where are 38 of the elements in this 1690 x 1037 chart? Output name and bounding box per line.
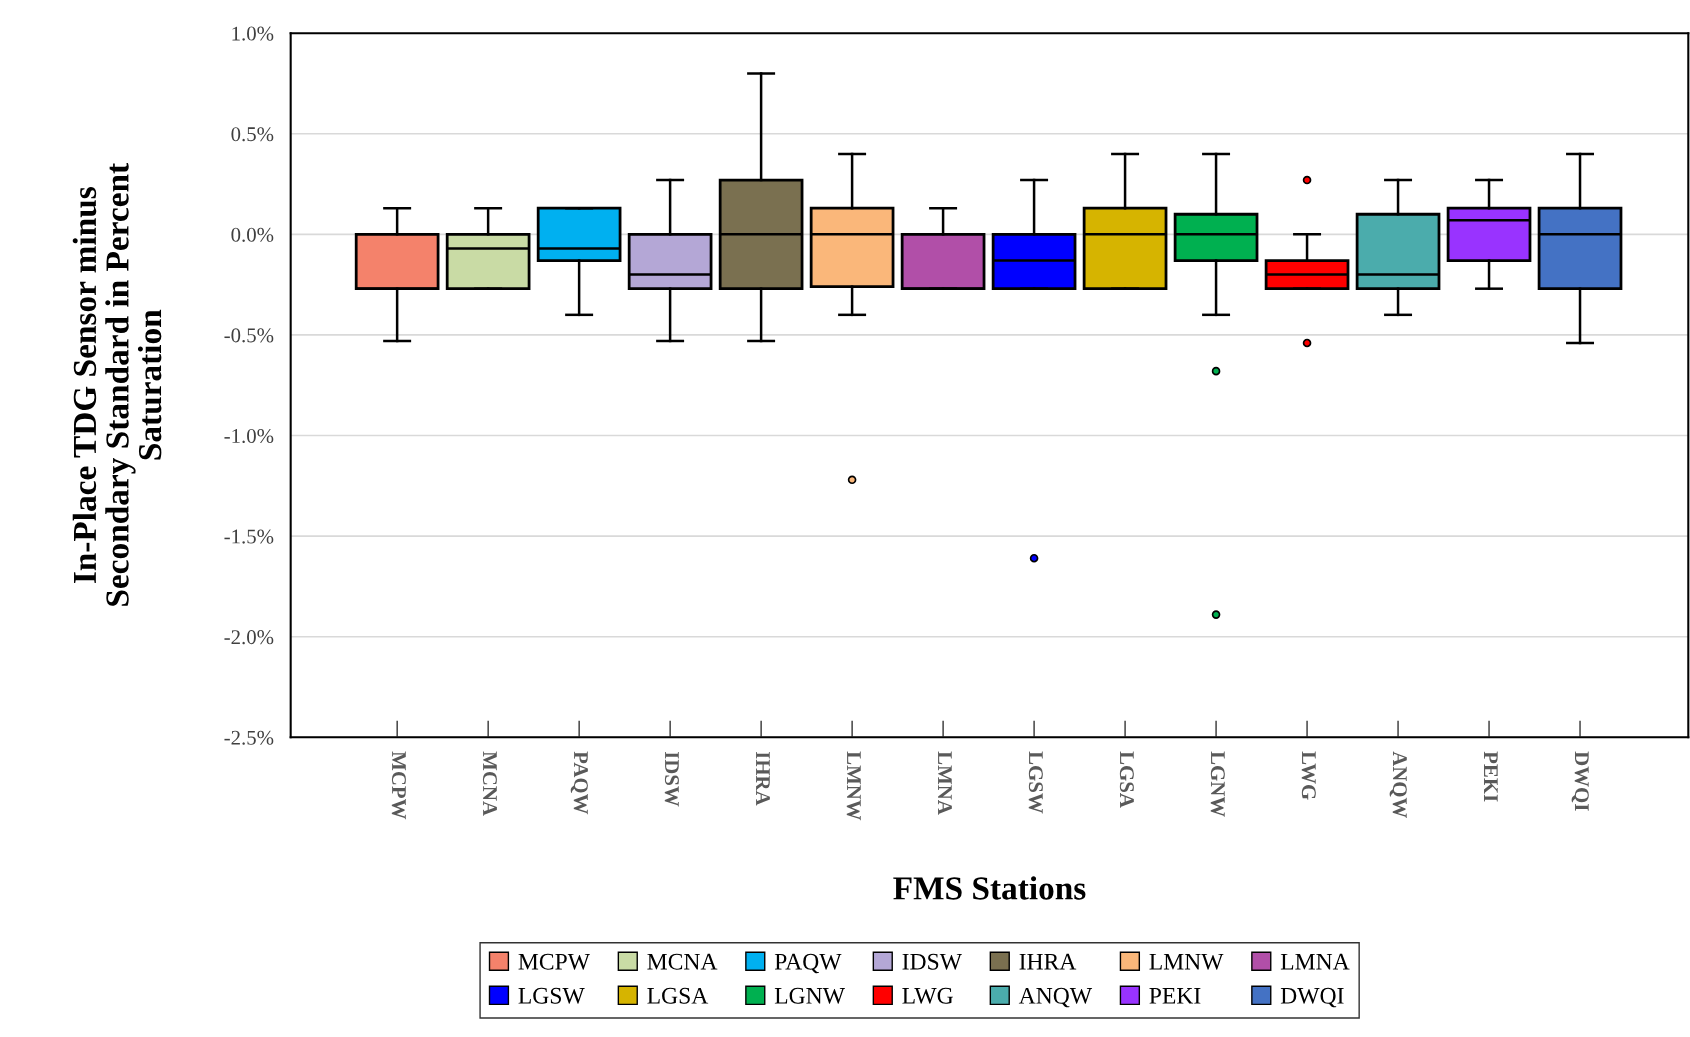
x-tick-label: LGNW bbox=[1210, 751, 1225, 817]
y-tick-label: -0.5% bbox=[224, 328, 274, 343]
x-tick-label: MCNA bbox=[482, 751, 497, 816]
y-tick-label: 0.5% bbox=[231, 127, 274, 142]
x-tick-label: MCPW bbox=[391, 751, 406, 820]
legend-label: ANQW bbox=[1018, 987, 1093, 1008]
y-tick-label: 0.0% bbox=[231, 227, 274, 242]
x-tick-label: PEKI bbox=[1484, 751, 1498, 802]
y-tick-label: -2.5% bbox=[224, 730, 274, 745]
x-tick-label: LGSA bbox=[1119, 751, 1134, 808]
legend-label: MCPW bbox=[518, 953, 590, 970]
x-tick-label: LMNW bbox=[846, 751, 861, 821]
legend-label: IHRA bbox=[1019, 953, 1077, 970]
y-tick-label: -1.5% bbox=[224, 529, 274, 544]
x-tick-label: LWG bbox=[1301, 751, 1316, 800]
x-tick-label: LGSW bbox=[1028, 751, 1043, 814]
x-axis-title: FMS Stations bbox=[893, 876, 1086, 900]
legend-label: DWQI bbox=[1280, 987, 1344, 1008]
legend-label: MCNA bbox=[647, 953, 718, 970]
legend-label: LMNW bbox=[1149, 953, 1224, 970]
legend-label: LGNW bbox=[774, 987, 845, 1004]
x-tick-label: IHRA bbox=[756, 751, 770, 806]
x-tick-label: LMNA bbox=[938, 751, 952, 815]
legend-label: PAQW bbox=[774, 953, 842, 974]
legend-label: LWG bbox=[902, 987, 953, 1004]
legend-label: IDSW bbox=[902, 953, 962, 970]
x-tick-label: ANQW bbox=[1389, 751, 1407, 818]
legend-label: LGSA bbox=[647, 987, 709, 1004]
y-tick-label: 1.0% bbox=[232, 26, 274, 41]
legend-label: PEKI bbox=[1149, 988, 1201, 1004]
legend-label: LMNA bbox=[1280, 953, 1350, 970]
x-tick-label: DWQI bbox=[1571, 751, 1589, 811]
legend-label: LGSW bbox=[518, 987, 585, 1004]
y-tick-label: -1.0% bbox=[224, 428, 274, 444]
x-tick-label: PAQW bbox=[570, 751, 588, 815]
y-axis-title: In-Place TDG Sensor minus Secondary Standard in Percent Saturation bbox=[72, 163, 162, 606]
x-tick-label: IDSW bbox=[664, 751, 679, 807]
y-tick-label: -2.0% bbox=[224, 630, 274, 645]
